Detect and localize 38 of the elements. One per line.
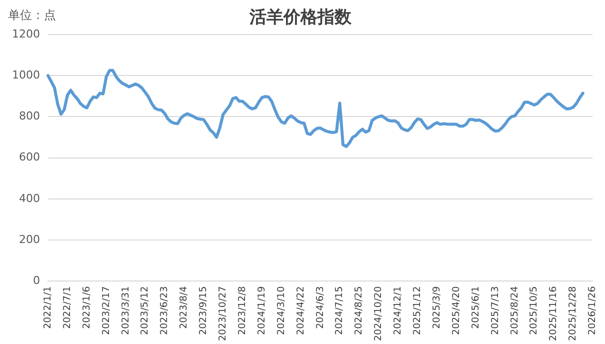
x-tick-label: 2023/1/6 bbox=[81, 286, 92, 329]
x-tick-label: 2023/2/17 bbox=[100, 286, 112, 335]
x-tick-label: 2023/10/27 bbox=[218, 286, 229, 342]
x-tick-label: 2025/4/20 bbox=[450, 286, 462, 335]
x-tick-label: 2024/12/1 bbox=[392, 286, 404, 335]
y-tick-label: 600 bbox=[18, 150, 40, 164]
x-tick-label: 2023/12/8 bbox=[236, 286, 248, 335]
x-tick-label: 2025/11/16 bbox=[548, 286, 560, 342]
x-tick-label: 2024/6/3 bbox=[314, 286, 326, 329]
x-tick-label: 2024/8/25 bbox=[354, 286, 365, 335]
x-tick-label: 2024/3/10 bbox=[276, 286, 287, 335]
y-tick-label: 400 bbox=[18, 192, 40, 205]
x-tick-label: 2023/6/23 bbox=[159, 286, 170, 335]
x-tick-label: 2025/3/9 bbox=[431, 286, 442, 329]
x-tick-label: 2022/7/1 bbox=[62, 286, 73, 329]
x-tick-label: 2024/10/20 bbox=[373, 286, 384, 342]
y-tick-label: 200 bbox=[18, 232, 40, 246]
x-tick-label: 2024/7/15 bbox=[334, 286, 346, 335]
y-tick-label: 0 bbox=[32, 274, 40, 288]
x-tick-label: 2025/7/13 bbox=[490, 286, 501, 335]
x-tick-label: 2023/3/31 bbox=[120, 286, 132, 335]
x-tick-label: 2022/1/1 bbox=[42, 286, 54, 329]
x-tick-label: 2025/1/12 bbox=[412, 286, 424, 335]
x-tick-label: 2023/9/15 bbox=[198, 286, 210, 335]
text: 单位：点 bbox=[8, 8, 56, 22]
x-tick-label: 2024/1/19 bbox=[256, 286, 268, 335]
y-tick-label: 800 bbox=[18, 110, 40, 123]
x-tick-label: 2023/5/12 bbox=[140, 286, 151, 335]
x-tick-label: 2024/4/22 bbox=[295, 286, 306, 335]
x-tick-label: 2026/1/26 bbox=[587, 286, 598, 335]
chart-title: 活羊价格指数 bbox=[248, 8, 352, 28]
x-tick-label: 2025/10/5 bbox=[528, 286, 540, 335]
x-tick-label: 2025/8/24 bbox=[509, 286, 520, 335]
x-tick-label: 2025/12/28 bbox=[568, 286, 579, 342]
x-tick-label: 2023/8/4 bbox=[178, 286, 190, 329]
y-tick-label: 1200 bbox=[12, 27, 40, 40]
y-tick-label: 1000 bbox=[12, 68, 40, 82]
x-tick-label: 2025/6/1 bbox=[470, 286, 482, 329]
